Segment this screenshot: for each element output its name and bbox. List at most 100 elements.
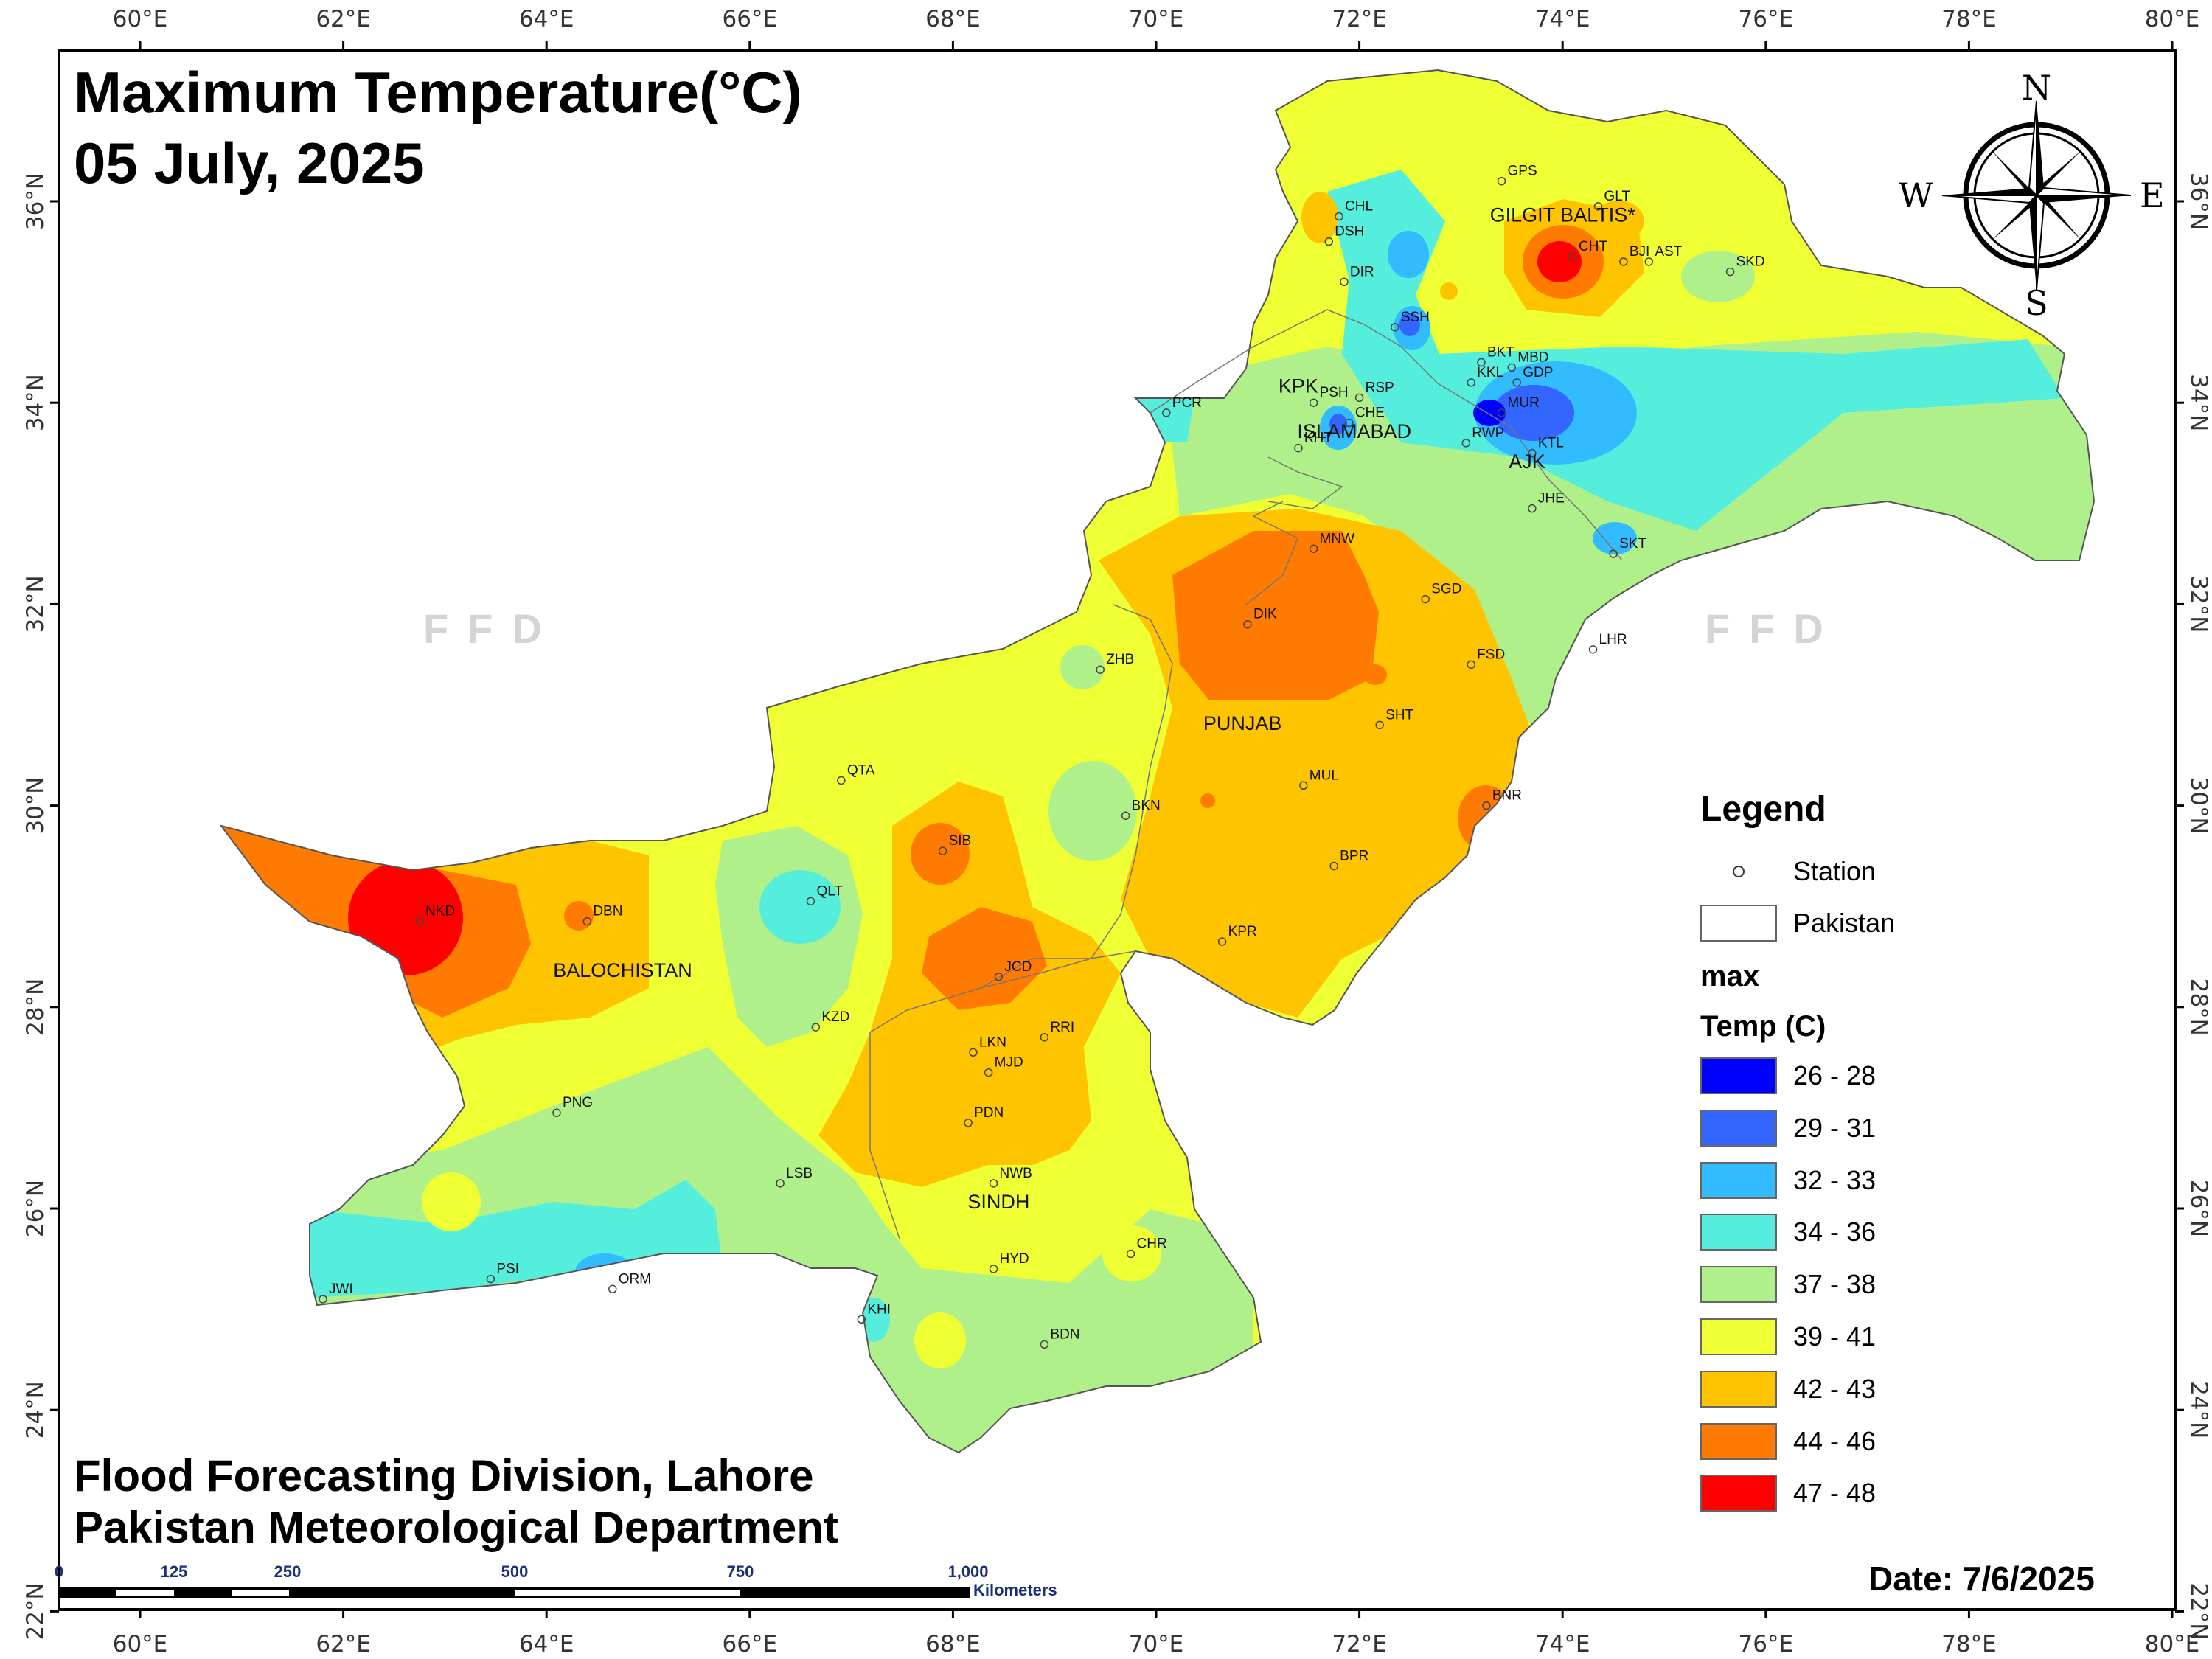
station-marker bbox=[938, 846, 947, 855]
station-label: PSI bbox=[496, 1262, 519, 1277]
station-marker bbox=[1644, 257, 1654, 266]
legend-class-row: 29 - 31 bbox=[1700, 1109, 1876, 1147]
lat-label-right: 34°N bbox=[2185, 374, 2212, 431]
station-label: BDN bbox=[1050, 1326, 1079, 1342]
station-label: NKD bbox=[425, 904, 455, 919]
station-label: CHE bbox=[1355, 406, 1385, 421]
legend-swatch bbox=[1700, 1370, 1777, 1408]
legend-class-row: 39 - 41 bbox=[1700, 1318, 1876, 1356]
station-label: MUL bbox=[1310, 768, 1339, 783]
station-label: AST bbox=[1655, 244, 1682, 260]
lon-label-top: 62°E bbox=[316, 6, 371, 32]
station-label: CHR bbox=[1137, 1236, 1167, 1251]
station-marker bbox=[1593, 202, 1603, 211]
station-label: RSP bbox=[1366, 380, 1394, 395]
lat-label-right: 30°N bbox=[2185, 777, 2212, 835]
station-label: GPS bbox=[1508, 164, 1537, 179]
legend-swatch bbox=[1700, 1422, 1777, 1460]
compass-n: N bbox=[2022, 68, 2051, 108]
region-label: GILGIT BALTIS* bbox=[1490, 204, 1636, 226]
station-label: RWP bbox=[1472, 425, 1504, 441]
station-label: SSH bbox=[1401, 310, 1430, 325]
station-label: MBD bbox=[1517, 349, 1548, 365]
legend-class-row: 34 - 36 bbox=[1700, 1213, 1876, 1251]
station-marker bbox=[1340, 277, 1349, 287]
station-marker bbox=[1126, 1249, 1135, 1259]
station-label: KZD bbox=[821, 1009, 849, 1025]
station-label: PCR bbox=[1172, 395, 1202, 411]
station-marker bbox=[1040, 1033, 1049, 1042]
station-marker bbox=[486, 1274, 495, 1284]
lon-label-bottom: 70°E bbox=[1129, 1631, 1184, 1658]
station-label: RRI bbox=[1050, 1020, 1074, 1035]
station-marker bbox=[1421, 594, 1430, 604]
station-label: JHE bbox=[1538, 491, 1565, 507]
station-label: DIR bbox=[1350, 264, 1374, 279]
scale-tick-0: 0 bbox=[55, 1562, 63, 1581]
station-marker bbox=[989, 1179, 998, 1188]
legend-title: Legend bbox=[1700, 790, 1826, 829]
lon-label-bottom: 64°E bbox=[519, 1631, 574, 1658]
legend-class-label: 34 - 36 bbox=[1793, 1217, 1877, 1248]
station-label: MNW bbox=[1320, 531, 1355, 546]
station-label: SKD bbox=[1736, 254, 1765, 270]
station-label: SGD bbox=[1431, 582, 1461, 597]
station-label: PDN bbox=[974, 1105, 1004, 1121]
region-label: BALOCHISTAN bbox=[553, 959, 692, 981]
station-marker bbox=[1528, 504, 1537, 513]
watermark-right: FFD bbox=[1705, 605, 1843, 652]
station-marker bbox=[415, 917, 424, 926]
station-marker bbox=[552, 1108, 561, 1117]
legend-class-label: 29 - 31 bbox=[1793, 1112, 1877, 1143]
station-label: JCD bbox=[1004, 959, 1032, 975]
legend-swatch bbox=[1700, 1109, 1777, 1147]
legend-station-label: Station bbox=[1793, 856, 1877, 886]
province-boundaries bbox=[869, 309, 1623, 1239]
station-marker bbox=[969, 1048, 978, 1057]
station-marker bbox=[1588, 645, 1598, 654]
lat-label-left: 24°N bbox=[22, 1381, 49, 1439]
station-label: KTL bbox=[1538, 436, 1564, 451]
region-labels: GILGIT BALTIS* KPK ISLAMABAD AJK PUNJAB BALOC… bbox=[553, 204, 1635, 1213]
lon-label-top: 70°E bbox=[1129, 6, 1184, 32]
legend-class-row: 44 - 46 bbox=[1700, 1422, 1876, 1461]
station-label: KKL bbox=[1477, 365, 1503, 380]
lat-label-left: 26°N bbox=[22, 1180, 49, 1237]
station-label: PSH bbox=[1320, 385, 1349, 400]
map-title: Maximum Temperature(°C) bbox=[74, 60, 802, 125]
legend-pakistan: Pakistan bbox=[1700, 904, 1895, 942]
station-label: LSB bbox=[786, 1166, 813, 1181]
legend-class-row: 37 - 38 bbox=[1700, 1265, 1876, 1304]
station-label: BKT bbox=[1487, 345, 1514, 361]
legend-swatch bbox=[1700, 1214, 1777, 1251]
legend-class-label: 37 - 38 bbox=[1793, 1269, 1877, 1300]
lat-label-left: 36°N bbox=[22, 173, 49, 230]
region-label: KPK bbox=[1279, 375, 1318, 397]
station-label: KHI bbox=[867, 1301, 891, 1317]
region-label: SINDH bbox=[967, 1191, 1029, 1213]
legend-class-label: 39 - 41 bbox=[1793, 1321, 1877, 1352]
station-label: HYD bbox=[1000, 1251, 1029, 1267]
station-marker bbox=[1482, 801, 1491, 810]
lat-label-right: 22°N bbox=[2185, 1582, 2212, 1640]
lat-label-left: 22°N bbox=[22, 1582, 49, 1640]
north-arrow-icon: N S E W bbox=[1899, 68, 2165, 323]
station-marker bbox=[1299, 781, 1308, 790]
legend-class-label: 44 - 46 bbox=[1793, 1425, 1877, 1456]
legend-swatch bbox=[1700, 1161, 1777, 1199]
station-marker bbox=[1040, 1340, 1049, 1349]
station-label: QTA bbox=[847, 762, 875, 778]
station-marker bbox=[1568, 252, 1577, 261]
station-label: MJD bbox=[995, 1055, 1023, 1071]
watermark-left: FFD bbox=[423, 605, 561, 652]
pakistan-swatch bbox=[1700, 905, 1777, 942]
lon-label-top: 66°E bbox=[723, 6, 778, 32]
compass-s: S bbox=[2025, 283, 2048, 323]
station-label: BKN bbox=[1132, 798, 1161, 813]
scale-tick-750: 750 bbox=[727, 1562, 754, 1581]
station-marker bbox=[811, 1023, 821, 1032]
legend-swatch bbox=[1700, 1475, 1777, 1512]
station-marker bbox=[582, 917, 592, 926]
